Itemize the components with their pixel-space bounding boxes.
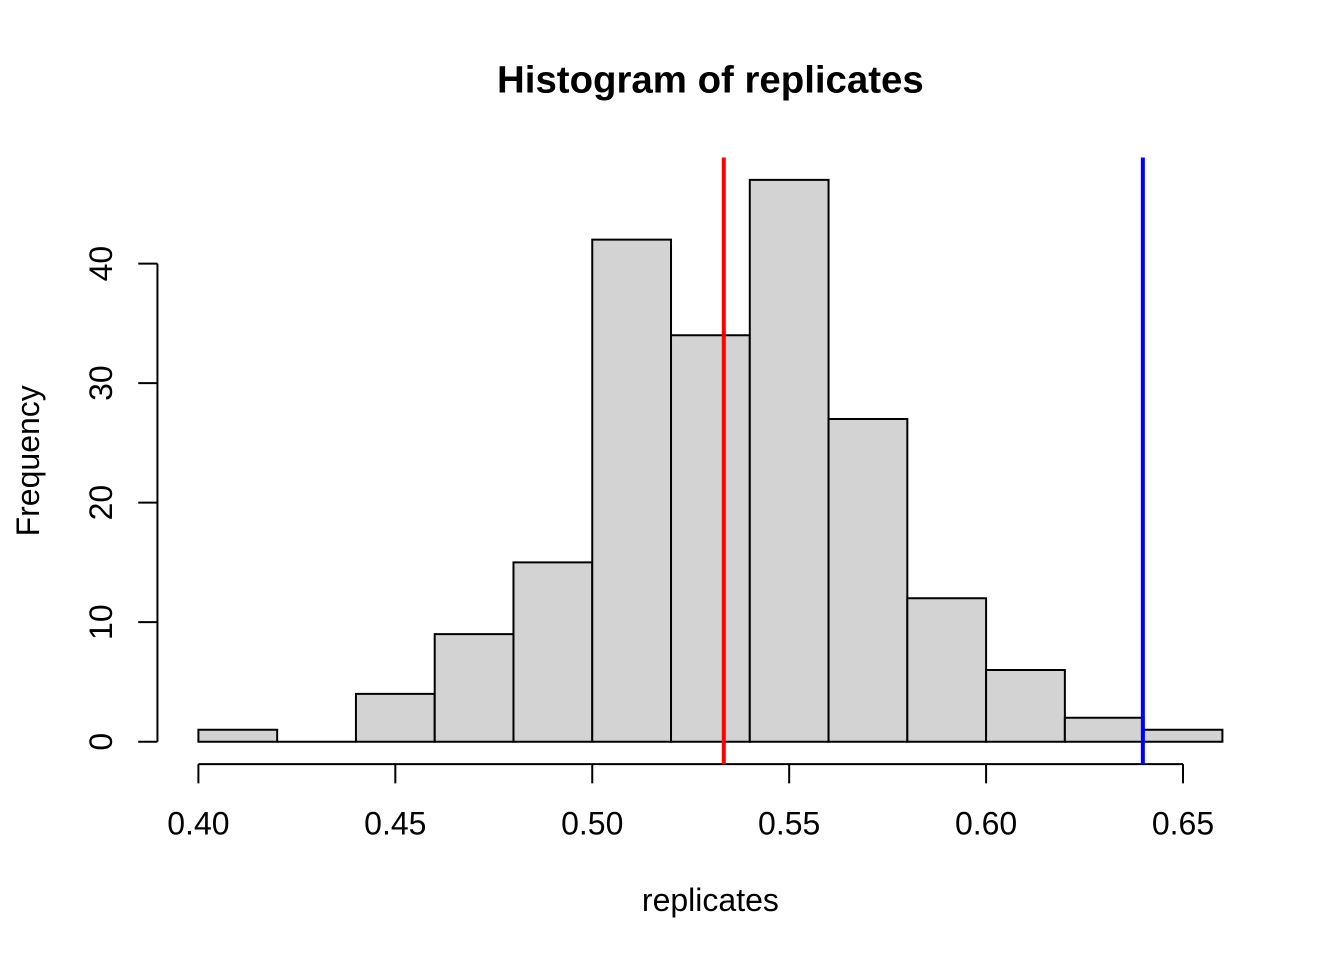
x-tick-label: 0.65: [1152, 806, 1214, 842]
histogram-bar: [591, 238, 673, 743]
histogram-bar: [827, 417, 909, 743]
histogram-bar: [748, 178, 830, 743]
bars-layer: [197, 178, 1224, 743]
x-axis-label: replicates: [642, 882, 779, 918]
vlines-layer: [721, 157, 1145, 765]
x-tick-label: 0.60: [955, 806, 1017, 842]
chart-title: Histogram of replicates: [497, 59, 924, 102]
x-tick-label: 0.45: [364, 806, 426, 842]
x-tick-label: 0.40: [167, 806, 229, 842]
y-tick-label: 10: [83, 604, 119, 640]
histogram-bar: [512, 561, 594, 743]
y-tick-label: 40: [83, 246, 119, 282]
y-tick-label: 30: [83, 365, 119, 401]
histogram-bar: [985, 668, 1066, 743]
y-tick-label: 0: [83, 733, 119, 751]
y-axis-label: Frequency: [10, 385, 46, 536]
histogram-bar: [354, 692, 436, 743]
histogram-bar: [433, 633, 515, 743]
histogram-bar: [1142, 728, 1224, 743]
x-tick-label: 0.50: [561, 806, 623, 842]
histogram-bar: [197, 728, 279, 743]
histogram-bar: [670, 334, 751, 743]
histogram-bar: [906, 597, 988, 743]
x-tick-label: 0.55: [758, 806, 820, 842]
y-tick-label: 20: [83, 485, 119, 521]
histogram-bar: [1063, 716, 1145, 743]
axes-layer: 0.40 0.45 0.50 0.55 0.60 0.65 0 10 20 30 40: [83, 246, 1214, 842]
